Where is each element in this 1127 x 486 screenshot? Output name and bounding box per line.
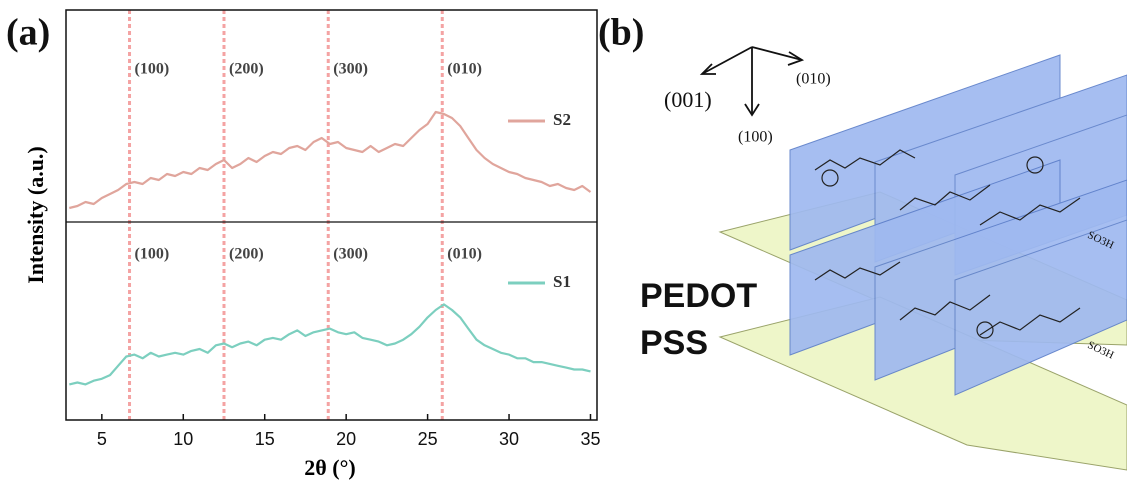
ring	[1026, 156, 1044, 174]
direction-label: (100)	[738, 129, 773, 146]
x-tick-label: 15	[255, 429, 275, 449]
peak-label: (010)	[447, 61, 482, 78]
y-axis-label: Intensity (a.u.)	[23, 146, 48, 284]
peak-label: (300)	[333, 61, 368, 78]
direction-label: (001)	[664, 87, 712, 112]
x-axis-label: 2θ (°)	[304, 455, 355, 480]
peak-label: (100)	[135, 246, 170, 263]
arrow-head	[699, 63, 716, 75]
panel-label: (a)	[6, 12, 50, 54]
structure-diagram: SO3H SO3H (001) (010) (100) PEDOT PSS	[640, 46, 1127, 471]
x-tick-label: 35	[580, 429, 600, 449]
x-tick-label: 10	[173, 429, 193, 449]
axis-arrow	[701, 46, 753, 75]
legend-label: S1	[553, 272, 571, 291]
peak-label: (200)	[229, 246, 264, 263]
x-tick-label: 5	[97, 429, 107, 449]
peak-label: (200)	[229, 61, 264, 78]
ring	[976, 321, 994, 339]
arrow-head	[744, 103, 760, 117]
x-tick-label: 20	[336, 429, 356, 449]
chain-sketch	[814, 261, 901, 281]
material-label: PEDOT	[640, 277, 757, 315]
chain-sketch	[899, 294, 991, 321]
panel-label: (b)	[598, 12, 644, 54]
ring	[821, 169, 839, 187]
chain-sketch	[899, 184, 991, 211]
chain-sketch	[979, 197, 1081, 226]
x-tick-label: 25	[418, 429, 438, 449]
peak-label: (100)	[135, 61, 170, 78]
series-line	[69, 110, 592, 210]
chain-sketch	[814, 149, 916, 171]
legend-label: S2	[553, 110, 571, 129]
arrow-head	[787, 51, 805, 66]
axis-arrow	[751, 46, 803, 61]
xrd-chart: 2θ (°) Intensity (a.u.) (100) (100) (200) (…	[23, 9, 601, 480]
peak-label: (010)	[447, 246, 482, 263]
series-line	[69, 303, 591, 386]
pedot-plane	[954, 219, 1127, 396]
x-tick-label: 30	[499, 429, 519, 449]
peak-label: (300)	[333, 246, 368, 263]
chain-sketch	[979, 307, 1081, 336]
plot-frame	[65, 9, 598, 421]
material-label: PSS	[640, 324, 708, 362]
direction-label: (010)	[796, 71, 831, 88]
